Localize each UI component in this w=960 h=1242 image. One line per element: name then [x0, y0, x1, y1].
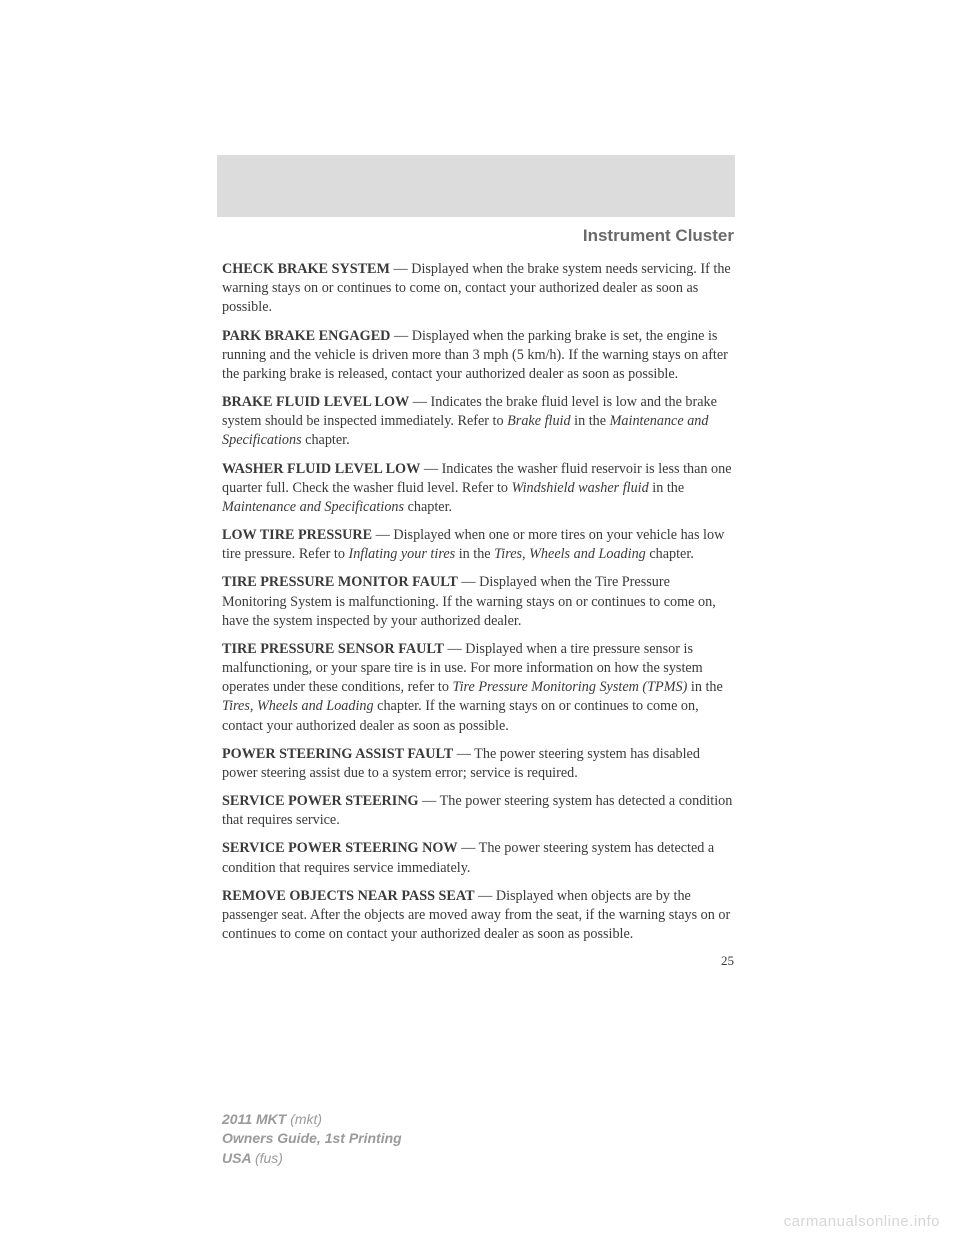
para-italic: Inflating your tires — [348, 546, 455, 562]
watermark: carmanualsonline.info — [784, 1213, 940, 1230]
para-text: in the — [455, 546, 494, 562]
para-text: in the — [687, 679, 722, 695]
para-italic: Brake fluid — [507, 413, 570, 429]
paragraph: TIRE PRESSURE MONITOR FAULT — Displayed … — [222, 573, 734, 631]
paragraph: POWER STEERING ASSIST FAULT — The power … — [222, 745, 734, 783]
section-title: Instrument Cluster — [222, 226, 734, 246]
paragraph: WASHER FLUID LEVEL LOW — Indicates the w… — [222, 460, 734, 518]
footer-italic: (mkt) — [290, 1111, 322, 1127]
para-bold: TIRE PRESSURE MONITOR FAULT — [222, 574, 458, 590]
para-bold: BRAKE FLUID LEVEL LOW — [222, 394, 409, 410]
para-text: chapter. — [404, 499, 452, 515]
para-text: in the — [571, 413, 610, 429]
para-bold: SERVICE POWER STEERING NOW — [222, 840, 458, 856]
para-italic: Windshield washer fluid — [512, 480, 649, 496]
page-content: Instrument Cluster CHECK BRAKE SYSTEM — … — [222, 226, 734, 969]
paragraph: SERVICE POWER STEERING NOW — The power s… — [222, 839, 734, 877]
footer-line: USA (fus) — [222, 1149, 402, 1168]
para-italic: Tire Pressure Monitoring System (TPMS) — [452, 679, 687, 695]
para-bold: REMOVE OBJECTS NEAR PASS SEAT — [222, 888, 475, 904]
para-text: in the — [649, 480, 684, 496]
paragraph: REMOVE OBJECTS NEAR PASS SEAT — Displaye… — [222, 887, 734, 945]
para-italic: Tires, Wheels and Loading — [494, 546, 646, 562]
paragraph: CHECK BRAKE SYSTEM — Displayed when the … — [222, 260, 734, 318]
footer-bold: USA — [222, 1150, 255, 1166]
paragraph: BRAKE FLUID LEVEL LOW — Indicates the br… — [222, 393, 734, 451]
footer: 2011 MKT (mkt) Owners Guide, 1st Printin… — [222, 1110, 402, 1168]
paragraph: LOW TIRE PRESSURE — Displayed when one o… — [222, 526, 734, 564]
page-number: 25 — [222, 953, 734, 969]
para-text: chapter. — [302, 432, 350, 448]
para-text: chapter. — [646, 546, 694, 562]
footer-bold: 2011 MKT — [222, 1111, 290, 1127]
para-bold: POWER STEERING ASSIST FAULT — [222, 746, 453, 762]
para-italic: Tires, Wheels and Loading — [222, 698, 374, 714]
footer-line: Owners Guide, 1st Printing — [222, 1129, 402, 1148]
para-bold: TIRE PRESSURE SENSOR FAULT — [222, 641, 444, 657]
para-bold: CHECK BRAKE SYSTEM — [222, 261, 390, 277]
para-bold: LOW TIRE PRESSURE — [222, 527, 372, 543]
header-gray-box — [217, 155, 735, 217]
footer-bold: Owners Guide, 1st Printing — [222, 1130, 402, 1146]
paragraph: PARK BRAKE ENGAGED — Displayed when the … — [222, 327, 734, 385]
para-italic: Maintenance and Specifications — [222, 499, 404, 515]
footer-italic: (fus) — [255, 1150, 283, 1166]
paragraph: SERVICE POWER STEERING — The power steer… — [222, 792, 734, 830]
para-bold: SERVICE POWER STEERING — [222, 793, 419, 809]
footer-line: 2011 MKT (mkt) — [222, 1110, 402, 1129]
paragraph: TIRE PRESSURE SENSOR FAULT — Displayed w… — [222, 640, 734, 736]
para-bold: PARK BRAKE ENGAGED — [222, 328, 390, 344]
para-bold: WASHER FLUID LEVEL LOW — [222, 461, 420, 477]
